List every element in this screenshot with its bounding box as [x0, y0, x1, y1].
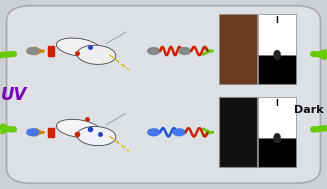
- Circle shape: [148, 129, 160, 136]
- Circle shape: [27, 129, 39, 136]
- Ellipse shape: [56, 38, 101, 57]
- Bar: [48, 128, 54, 137]
- Text: I: I: [276, 99, 279, 108]
- Ellipse shape: [273, 50, 281, 60]
- Circle shape: [173, 129, 185, 136]
- Bar: [219, 97, 257, 167]
- Ellipse shape: [77, 126, 116, 146]
- Bar: [258, 14, 296, 55]
- Text: Dark: Dark: [294, 105, 324, 115]
- Circle shape: [27, 48, 39, 54]
- Bar: [48, 46, 54, 56]
- Text: UV: UV: [1, 85, 27, 104]
- Bar: [258, 97, 296, 138]
- Bar: [219, 14, 257, 84]
- Circle shape: [179, 48, 191, 54]
- Text: I: I: [276, 16, 279, 25]
- Bar: [258, 55, 296, 84]
- Bar: [258, 138, 296, 167]
- Ellipse shape: [273, 133, 281, 143]
- FancyBboxPatch shape: [7, 6, 320, 183]
- Circle shape: [148, 48, 160, 54]
- Ellipse shape: [77, 45, 116, 64]
- Ellipse shape: [56, 119, 101, 138]
